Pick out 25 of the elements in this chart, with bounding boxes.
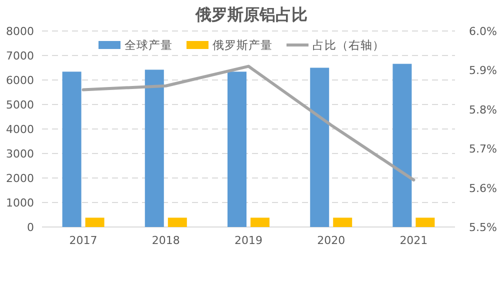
legend-label: 全球产量 [124, 38, 172, 52]
y-tick-label: 6000 [6, 74, 34, 87]
line-series [82, 64, 416, 182]
y-tick-label: 7000 [6, 50, 34, 62]
x-tick-label: 2017 [69, 234, 98, 247]
y2-tick-label: 5.6% [469, 182, 497, 195]
y2-tick-label: 5.7% [469, 142, 497, 156]
y2-tick-label: 5.8% [469, 103, 497, 116]
legend-label: 占比（右轴） [312, 38, 384, 52]
x-tick-label: 2018 [152, 234, 180, 247]
legend-label: 俄罗斯产量 [212, 38, 272, 52]
y-tick-label: 0 [27, 221, 34, 234]
y2-tick-label: 5.5% [469, 221, 497, 234]
y-tick-label: 8000 [6, 25, 34, 38]
y-tick-label: 2000 [6, 172, 34, 185]
x-tick-label: 2021 [400, 234, 428, 247]
y-tick-label: 5000 [6, 98, 34, 112]
y-tick-label: 4000 [6, 123, 34, 136]
y-tick-label: 3000 [6, 148, 34, 160]
chart-title: 俄罗斯原铝占比 [194, 5, 308, 24]
x-tick-label: 2020 [317, 234, 346, 247]
y2-tick-label: 6.0% [469, 25, 497, 38]
x-tick-label: 2019 [234, 234, 262, 247]
y-tick-label: 1000 [6, 196, 34, 210]
y2-tick-label: 5.9% [469, 64, 497, 78]
